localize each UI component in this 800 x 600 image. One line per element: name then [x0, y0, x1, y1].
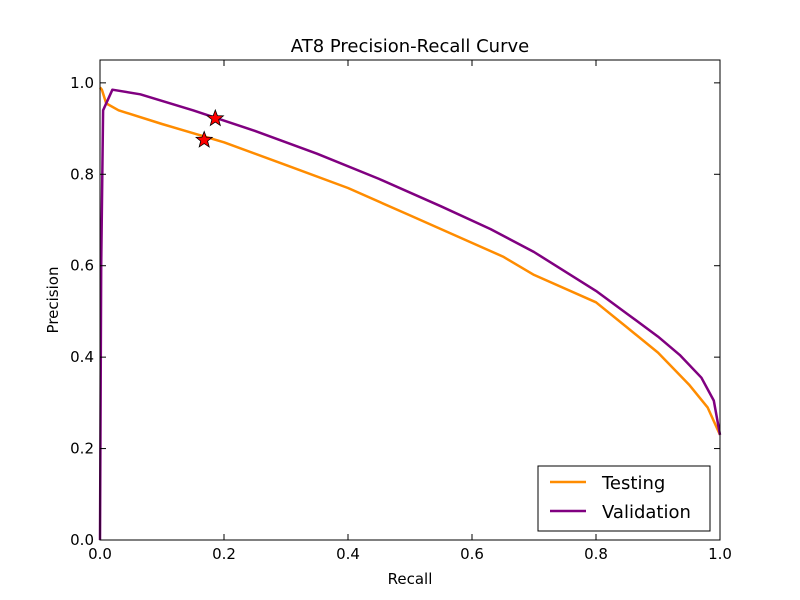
- y-tick-label: 0.2: [70, 440, 94, 458]
- x-tick-label: 0.6: [460, 545, 484, 563]
- legend-label-testing: Testing: [601, 473, 665, 494]
- chart-title: AT8 Precision-Recall Curve: [291, 36, 529, 57]
- star-marker-validation: [206, 108, 225, 127]
- x-tick-label: 1.0: [708, 545, 732, 563]
- y-tick-label: 0.6: [70, 257, 94, 275]
- y-axis-label: Precision: [44, 267, 62, 334]
- y-tick-label: 1.0: [70, 74, 94, 92]
- x-tick-label: 0.0: [88, 545, 112, 563]
- plot-frame: [99, 59, 721, 541]
- x-tick-label: 0.8: [584, 545, 608, 563]
- star-marker-testing: [195, 130, 214, 148]
- legend-label-validation: Validation: [602, 502, 691, 523]
- y-tick-label: 0.0: [70, 531, 94, 549]
- y-axis-ticks: 0.0 0.2 0.4 0.6 0.8 1.0: [70, 74, 720, 549]
- marker-layer: [195, 108, 225, 148]
- y-tick-label: 0.8: [70, 165, 94, 183]
- series-layer: [98, 86, 722, 541]
- legend-box: [537, 465, 711, 532]
- x-axis-ticks: 0.0 0.2 0.4 0.6 0.8 1.0: [88, 60, 732, 563]
- x-tick-label: 0.2: [212, 545, 236, 563]
- x-axis-label: Recall: [388, 570, 433, 588]
- plot-area: 0.0 0.2 0.4 0.6 0.8 1.0 0.0 0.2 0.4 0.6 0.8 1.0: [70, 59, 732, 563]
- series-line-testing: [99, 86, 722, 436]
- legend: Testing Validation: [537, 465, 711, 532]
- x-tick-label: 0.4: [336, 545, 360, 563]
- series-line-validation: [98, 88, 722, 541]
- y-tick-label: 0.4: [70, 348, 94, 366]
